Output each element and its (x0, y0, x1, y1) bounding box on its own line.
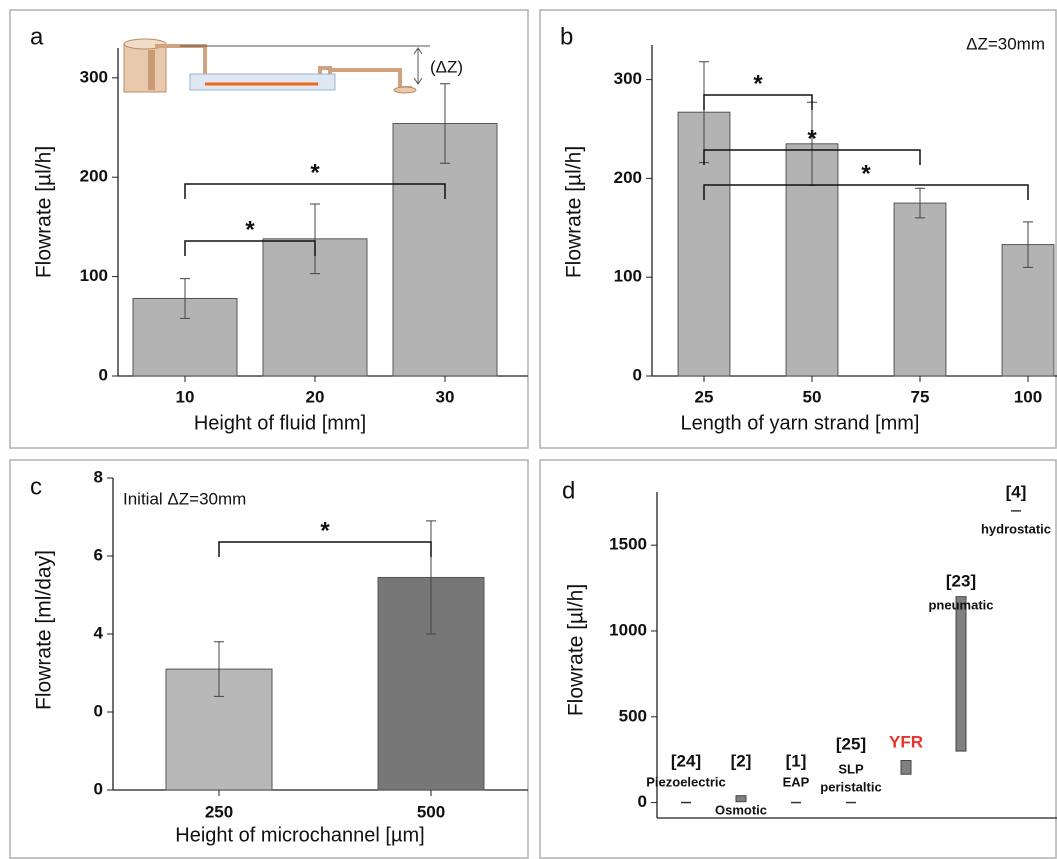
range-name: SLP (838, 761, 864, 776)
y-tick-label: 300 (80, 67, 108, 86)
significance-mark: * (861, 160, 871, 187)
x-axis-label: Length of yarn strand [mm] (680, 412, 919, 434)
y-tick-label: 0 (94, 701, 103, 720)
significance-mark: * (245, 216, 255, 243)
x-tick-label: 20 (306, 387, 325, 406)
panel-label: c (30, 473, 42, 500)
significance-bracket (184, 183, 446, 199)
significance-bracket (703, 149, 921, 165)
range-name: pneumatic (928, 597, 993, 612)
y-tick-label: 100 (614, 267, 642, 286)
significance-bracket (218, 541, 432, 557)
range-name: EAP (783, 774, 810, 789)
x-tick-label: 100 (1014, 387, 1042, 406)
panel-label: d (562, 477, 575, 504)
range-name: Piezoelectric (646, 774, 726, 789)
x-tick-label: 30 (436, 387, 455, 406)
annotation: (ΔZ) (430, 57, 463, 76)
range-ref: YFR (889, 732, 923, 751)
bar (893, 202, 947, 377)
significance-bracket (703, 94, 813, 110)
x-tick-label: 25 (695, 387, 714, 406)
y-tick-label: 8 (94, 467, 103, 486)
error-bar (214, 641, 224, 697)
error-bar (915, 187, 925, 219)
x-tick-label: 500 (417, 802, 445, 821)
y-tick-label: 0 (638, 792, 647, 811)
range-ref: [4] (1006, 482, 1027, 501)
x-axis-label: Height of fluid [mm] (194, 412, 366, 434)
y-tick-label: 0 (94, 779, 103, 798)
panel-frame (539, 9, 1057, 449)
range-ref: [24] (671, 751, 701, 770)
y-tick-label: 6 (94, 545, 103, 564)
y-tick-label: 1500 (609, 535, 647, 554)
range-bar (735, 795, 747, 803)
schematic-inset (123, 38, 430, 94)
y-tick-label: 0 (99, 365, 108, 384)
range-ref: [2] (731, 751, 752, 770)
y-axis-label: Flowrate [ml/day] (33, 550, 56, 710)
panel-frame (9, 459, 529, 859)
range-ref: [1] (786, 751, 807, 770)
significance-mark: * (807, 125, 817, 152)
y-tick-label: 300 (614, 69, 642, 88)
bar (392, 123, 498, 377)
y-axis-label: Flowrate [µl/h] (33, 146, 56, 278)
range-name: Osmotic (715, 802, 767, 817)
significance-mark: * (320, 517, 330, 544)
y-tick-label: 4 (94, 623, 104, 642)
error-bar (180, 278, 190, 319)
y-tick-label: 1000 (609, 620, 647, 639)
x-tick-label: 10 (176, 387, 195, 406)
significance-bracket (184, 240, 316, 256)
y-axis-label: Flowrate [µl/h] (565, 584, 588, 716)
x-axis-label: Height of microchannel [µm] (175, 824, 424, 846)
significance-mark: * (310, 159, 320, 186)
y-tick-label: 0 (633, 365, 642, 384)
y-tick-label: 200 (614, 168, 642, 187)
annotation: ΔZ=30mm (966, 34, 1045, 53)
significance-bracket (703, 184, 1029, 200)
panel-frame (9, 9, 529, 449)
range-name: hydrostatic (981, 521, 1051, 536)
range-ref: [25] (836, 734, 866, 753)
x-tick-label: 75 (911, 387, 930, 406)
x-tick-label: 50 (803, 387, 822, 406)
error-bar (426, 520, 436, 635)
y-axis-label: Flowrate [µl/h] (563, 146, 586, 278)
range-bar (955, 596, 967, 752)
panel-label: b (560, 23, 573, 50)
range-ref: [23] (946, 571, 976, 590)
error-bar (440, 83, 450, 164)
y-tick-label: 200 (80, 167, 108, 186)
error-bar (1023, 221, 1033, 268)
x-tick-label: 250 (205, 802, 233, 821)
significance-mark: * (753, 70, 763, 97)
error-bar (310, 203, 320, 275)
panel-frame (539, 459, 1057, 859)
annotation: Initial ΔZ=30mm (123, 489, 246, 508)
y-tick-label: 100 (80, 266, 108, 285)
range-name: peristaltic (820, 779, 881, 794)
range-bar (900, 760, 912, 775)
y-tick-label: 500 (619, 706, 647, 725)
panel-label: a (30, 23, 44, 50)
